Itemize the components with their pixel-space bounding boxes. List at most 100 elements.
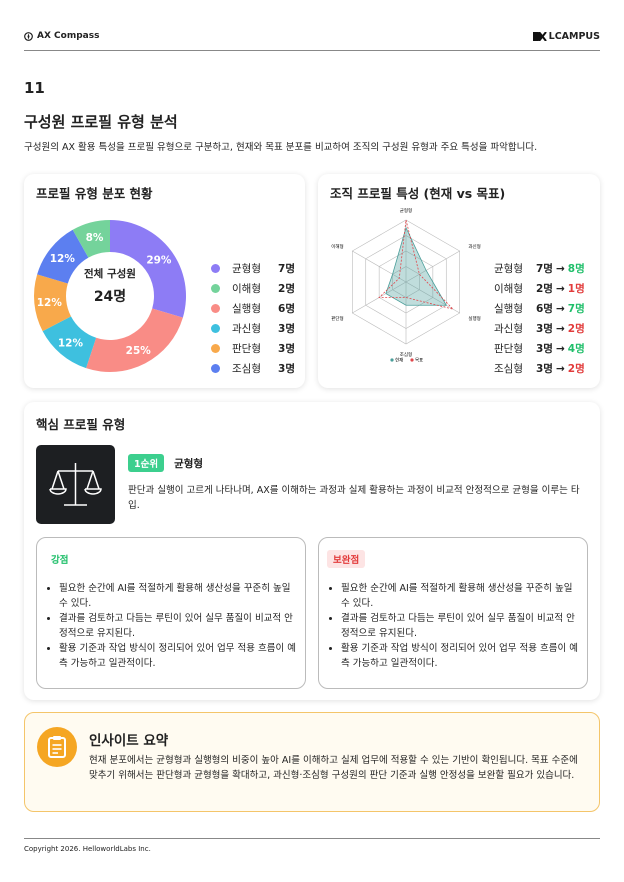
donut-chart: 29% 25% 12% 12% 12% 8% <box>33 220 186 372</box>
donut-label: 8% <box>86 232 104 244</box>
bullet-item: 활용 기준과 작업 방식이 정리되어 있어 업무 적용 흐름이 예측 가능하고 … <box>59 642 299 671</box>
legend-row: 판단형 3명 <box>211 341 295 356</box>
legend-name: 실행형 <box>232 303 261 315</box>
radar-axis-label: 판단형 <box>331 315 343 322</box>
radar-series <box>378 219 455 310</box>
legend-swatch <box>211 304 220 313</box>
row-current: 3명 <box>536 323 553 335</box>
donut-segment <box>110 220 186 318</box>
section-title: 구성원 프로필 유형 분석 <box>24 113 178 131</box>
donut-segment <box>33 274 71 332</box>
legend-count: 3명 <box>278 363 295 375</box>
section-description: 구성원의 AX 활용 특성을 프로필 유형으로 구분하고, 현재와 목표 분포를… <box>24 142 538 153</box>
row-current: 3명 <box>536 343 553 355</box>
row-target: 8명 <box>567 263 585 275</box>
legend-swatch <box>211 284 220 293</box>
row-current: 3명 <box>536 363 553 375</box>
radar-spoke <box>405 281 460 314</box>
donut-segment <box>37 229 89 284</box>
legend-row: 조심형 3명 <box>211 361 295 376</box>
row-current: 7명 <box>536 263 553 275</box>
center-label: 전체 구성원 <box>84 268 136 280</box>
strengths-list: 필요한 순간에 AI를 적절하게 활용해 생산성을 꾸준히 높일 수 있다.결과… <box>41 582 299 672</box>
copyright: Copyright 2026. HelloworldLabs Inc. <box>24 845 151 853</box>
core-card: 핵심 프로필 유형 1순위 균형형 판단과 실행이 고르게 나타나며, AX를 … <box>24 402 600 700</box>
legend-label: 현재 <box>395 357 403 364</box>
card-title: 핵심 프로필 유형 <box>36 417 126 432</box>
footer-rule <box>24 838 600 839</box>
comparison-row: 판단형 3명 → 4명 <box>494 341 588 356</box>
radar-axis-label: 과신형 <box>468 243 480 250</box>
bullet-item: 활용 기준과 작업 방식이 정리되어 있어 업무 적용 흐름이 예측 가능하고 … <box>341 642 581 671</box>
comparison-row: 실행형 6명 → 7명 <box>494 301 588 316</box>
row-target: 2명 <box>567 323 585 335</box>
row-current: 2명 <box>536 283 553 295</box>
insight-text: 현재 분포에서는 균형형과 실행형의 비중이 높아 AI를 이해하고 실제 업무… <box>89 755 578 781</box>
legend-count: 6명 <box>278 303 295 315</box>
section-number: 11 <box>24 79 45 97</box>
row-name: 판단형 <box>494 343 523 355</box>
legend-name: 조심형 <box>232 363 261 375</box>
legend-count: 3명 <box>278 343 295 355</box>
improvements-title: 보완점 <box>327 550 366 568</box>
legend-label: 목표 <box>415 358 423 364</box>
donut-label: 12% <box>58 337 84 349</box>
row-name: 조심형 <box>494 363 523 375</box>
row-target: 4명 <box>567 343 585 355</box>
row-name: 과신형 <box>494 323 523 335</box>
row-arrow: → <box>555 322 565 335</box>
radar-spoke <box>405 250 460 283</box>
row-current: 6명 <box>536 303 553 315</box>
row-arrow: → <box>555 282 565 295</box>
card-title: 조직 프로필 특성 (현재 vs 목표) <box>330 186 506 201</box>
legend-swatch <box>211 264 220 273</box>
comparison-row: 균형형 7명 → 8명 <box>494 261 588 276</box>
row-name: 이해형 <box>494 283 523 295</box>
core-heading: 1순위 균형형 <box>128 454 203 472</box>
legend-count: 2명 <box>278 283 295 295</box>
radar-axis-label: 균형형 <box>400 207 412 214</box>
radar-axis-label: 조심형 <box>400 351 412 358</box>
insight-icon <box>37 727 77 767</box>
comparison-card: 조직 프로필 특성 (현재 vs 목표) 균형형 과신형 실행형 조심형 판단형 이해형 현… <box>318 174 600 388</box>
radar-spoke <box>352 250 407 283</box>
core-description: 판단과 실행이 고르게 나타나며, AX를 이해하는 과정과 실제 활용하는 과… <box>128 485 580 511</box>
core-icon <box>36 445 115 524</box>
row-arrow: → <box>555 262 565 275</box>
header-rule <box>24 50 600 51</box>
strengths-title: 강점 <box>45 550 75 568</box>
improvements-list: 필요한 순간에 AI를 적절하게 활용해 생산성을 꾸준히 높일 수 있다.결과… <box>323 582 581 672</box>
improvements-box: 보완점 필요한 순간에 AI를 적절하게 활용해 생산성을 꾸준히 높일 수 있… <box>318 537 588 689</box>
core-name: 균형형 <box>174 457 204 470</box>
logo-text: LCAMPUS <box>548 31 600 42</box>
strengths-box: 강점 필요한 순간에 AI를 적절하게 활용해 생산성을 꾸준히 높일 수 있다… <box>36 537 306 689</box>
center-value: 24명 <box>93 289 127 305</box>
row-target: 7명 <box>567 303 585 315</box>
donut-segment <box>86 308 183 372</box>
legend-swatch <box>211 324 220 333</box>
brand-icon <box>24 31 33 41</box>
legend-count: 3명 <box>278 323 295 335</box>
legend-swatch <box>390 358 394 362</box>
donut-label: 29% <box>146 255 172 267</box>
legend-swatch <box>211 364 220 373</box>
legend-row: 균형형 7명 <box>211 261 295 276</box>
logo-icon <box>532 32 547 41</box>
legend-swatch <box>410 358 414 362</box>
legend-name: 판단형 <box>232 343 261 355</box>
legend-name: 이해형 <box>232 283 261 295</box>
brand-text: AX Compass <box>37 31 100 41</box>
legend-name: 균형형 <box>232 263 261 275</box>
legend-row: 실행형 6명 <box>211 301 295 316</box>
legend-count: 7명 <box>278 263 295 275</box>
row-arrow: → <box>555 342 565 355</box>
comparison-row: 이해형 2명 → 1명 <box>494 281 588 296</box>
donut-label: 12% <box>50 253 76 265</box>
bullet-item: 필요한 순간에 AI를 적절하게 활용해 생산성을 꾸준히 높일 수 있다. <box>341 582 581 611</box>
row-arrow: → <box>555 302 565 315</box>
donut-label: 25% <box>126 345 152 357</box>
insight-box: 인사이트 요약 현재 분포에서는 균형형과 실행형의 비중이 높아 AI를 이해… <box>24 712 600 812</box>
card-title: 프로필 유형 분포 현황 <box>36 186 153 201</box>
